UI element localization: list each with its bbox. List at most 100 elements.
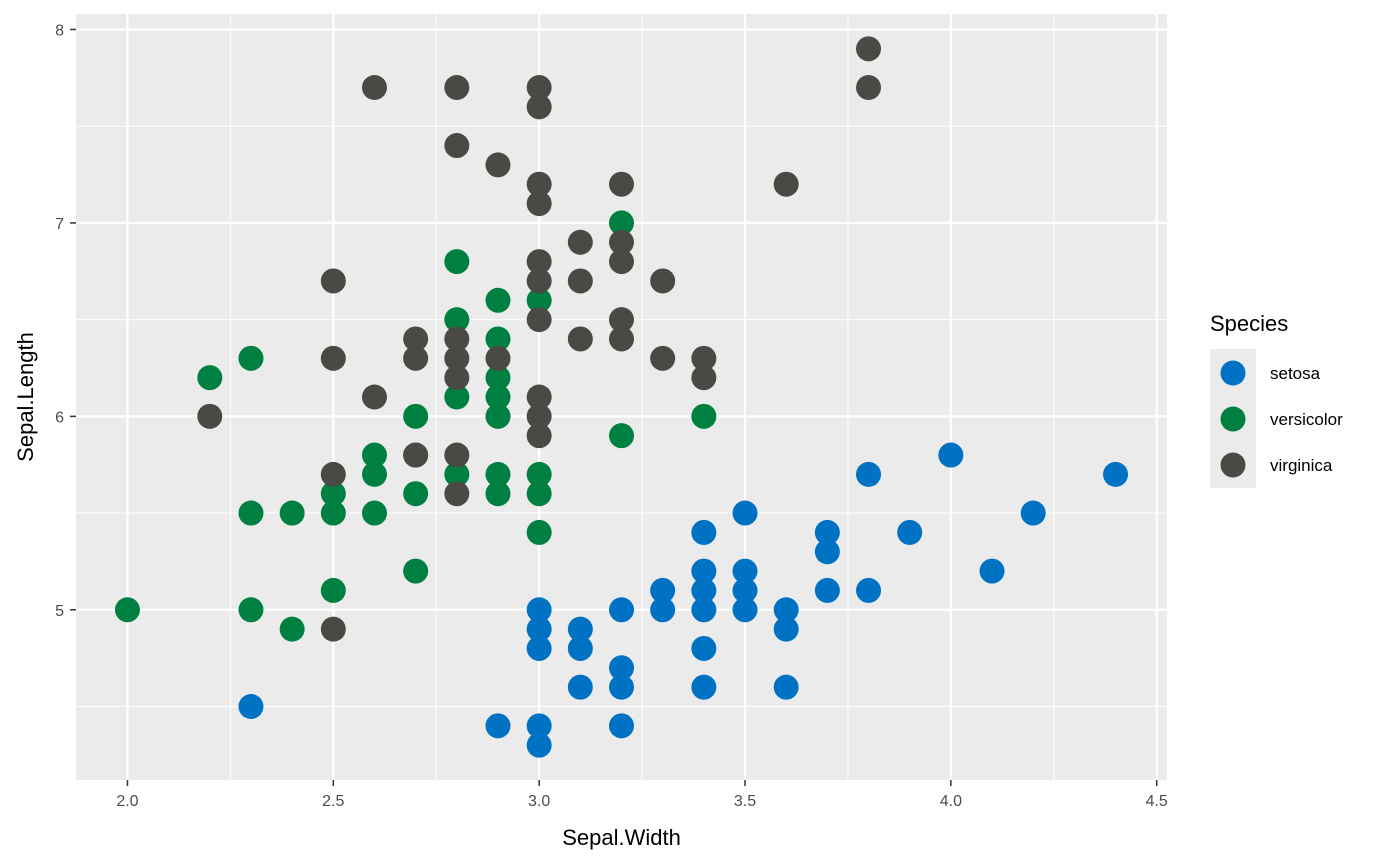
data-point-versicolor — [320, 500, 346, 526]
data-point-virginica — [444, 326, 470, 352]
data-point-versicolor — [279, 616, 305, 642]
data-point-versicolor — [238, 345, 264, 371]
y-tick-label: 8 — [55, 22, 64, 39]
data-point-setosa — [814, 577, 840, 603]
data-point-virginica — [197, 403, 223, 429]
data-point-virginica — [650, 345, 676, 371]
data-point-virginica — [526, 403, 552, 429]
data-point-virginica — [526, 191, 552, 217]
data-point-virginica — [444, 133, 470, 159]
data-point-versicolor — [485, 287, 511, 313]
data-point-virginica — [485, 345, 511, 371]
legend-key-setosa — [1220, 360, 1246, 386]
data-point-setosa — [773, 674, 799, 700]
data-point-setosa — [567, 616, 593, 642]
data-point-virginica — [609, 171, 634, 197]
data-point-versicolor — [444, 384, 470, 410]
data-point-versicolor — [526, 519, 552, 545]
data-point-virginica — [526, 268, 552, 294]
data-point-virginica — [567, 268, 593, 294]
data-point-setosa — [526, 616, 552, 642]
data-point-versicolor — [238, 500, 264, 526]
x-axis: 2.0 2.5 3.0 3.5 4.0 4.5 — [116, 780, 1168, 810]
data-point-setosa — [938, 442, 964, 468]
data-point-virginica — [691, 345, 717, 371]
data-point-setosa — [773, 597, 799, 623]
legend-key-versicolor — [1220, 406, 1246, 432]
data-points — [114, 36, 1129, 758]
x-axis-title: Sepal.Width — [562, 825, 681, 850]
y-tick-label: 5 — [55, 603, 64, 620]
data-point-virginica — [526, 307, 552, 333]
data-point-setosa — [650, 597, 676, 623]
x-tick-label: 4.0 — [940, 793, 962, 810]
data-point-setosa — [856, 577, 882, 603]
y-axis: 5 6 7 8 — [55, 22, 76, 620]
data-point-setosa — [732, 558, 758, 584]
data-point-setosa — [897, 519, 923, 545]
data-point-virginica — [320, 616, 346, 642]
data-point-virginica — [691, 365, 717, 391]
data-point-versicolor — [691, 403, 717, 429]
data-point-setosa — [732, 577, 758, 603]
data-point-setosa — [526, 635, 552, 661]
legend-label-setosa: setosa — [1270, 364, 1321, 383]
data-point-versicolor — [485, 365, 511, 391]
data-point-setosa — [609, 674, 634, 700]
x-tick-label: 2.5 — [322, 793, 344, 810]
data-point-versicolor — [403, 403, 429, 429]
data-point-setosa — [856, 461, 882, 487]
data-point-virginica — [609, 229, 634, 255]
x-tick-label: 4.5 — [1146, 793, 1168, 810]
data-point-setosa — [814, 519, 840, 545]
data-point-virginica — [403, 345, 429, 371]
legend-items: setosa versicolor virginica — [1220, 360, 1343, 478]
data-point-setosa — [814, 539, 840, 565]
plot-panel — [76, 14, 1167, 780]
data-point-setosa — [1103, 461, 1129, 487]
data-point-virginica — [567, 326, 593, 352]
data-point-virginica — [444, 442, 470, 468]
data-point-setosa — [1020, 500, 1046, 526]
data-point-virginica — [444, 345, 470, 371]
data-point-setosa — [650, 577, 676, 603]
data-point-versicolor — [403, 481, 429, 507]
data-point-versicolor — [197, 365, 223, 391]
data-point-versicolor — [238, 597, 264, 623]
data-point-setosa — [691, 674, 717, 700]
data-point-virginica — [526, 94, 552, 120]
data-point-setosa — [609, 713, 634, 739]
y-tick-label: 7 — [55, 216, 64, 233]
data-point-virginica — [361, 384, 387, 410]
data-point-versicolor — [320, 481, 346, 507]
data-point-virginica — [526, 423, 552, 449]
data-point-setosa — [609, 655, 634, 681]
data-point-versicolor — [485, 461, 511, 487]
data-point-versicolor — [444, 249, 470, 275]
data-point-virginica — [361, 75, 387, 101]
data-point-versicolor — [444, 307, 470, 333]
data-point-virginica — [320, 461, 346, 487]
minor-gridlines — [76, 14, 1167, 780]
data-point-virginica — [444, 75, 470, 101]
data-point-versicolor — [279, 500, 305, 526]
data-point-versicolor — [526, 287, 552, 313]
data-point-versicolor — [444, 461, 470, 487]
data-point-versicolor — [485, 326, 511, 352]
data-point-versicolor — [361, 442, 387, 468]
data-point-setosa — [691, 558, 717, 584]
data-point-versicolor — [114, 597, 140, 623]
data-point-setosa — [526, 597, 552, 623]
data-point-setosa — [732, 597, 758, 623]
data-point-setosa — [979, 558, 1005, 584]
data-point-setosa — [691, 597, 717, 623]
y-tick-label: 6 — [55, 409, 64, 426]
data-point-virginica — [856, 36, 882, 62]
data-point-versicolor — [361, 500, 387, 526]
data-point-setosa — [526, 713, 552, 739]
legend-label-versicolor: versicolor — [1270, 410, 1343, 429]
legend-key-virginica — [1220, 452, 1246, 478]
data-point-versicolor — [485, 384, 511, 410]
data-point-versicolor — [609, 423, 634, 449]
